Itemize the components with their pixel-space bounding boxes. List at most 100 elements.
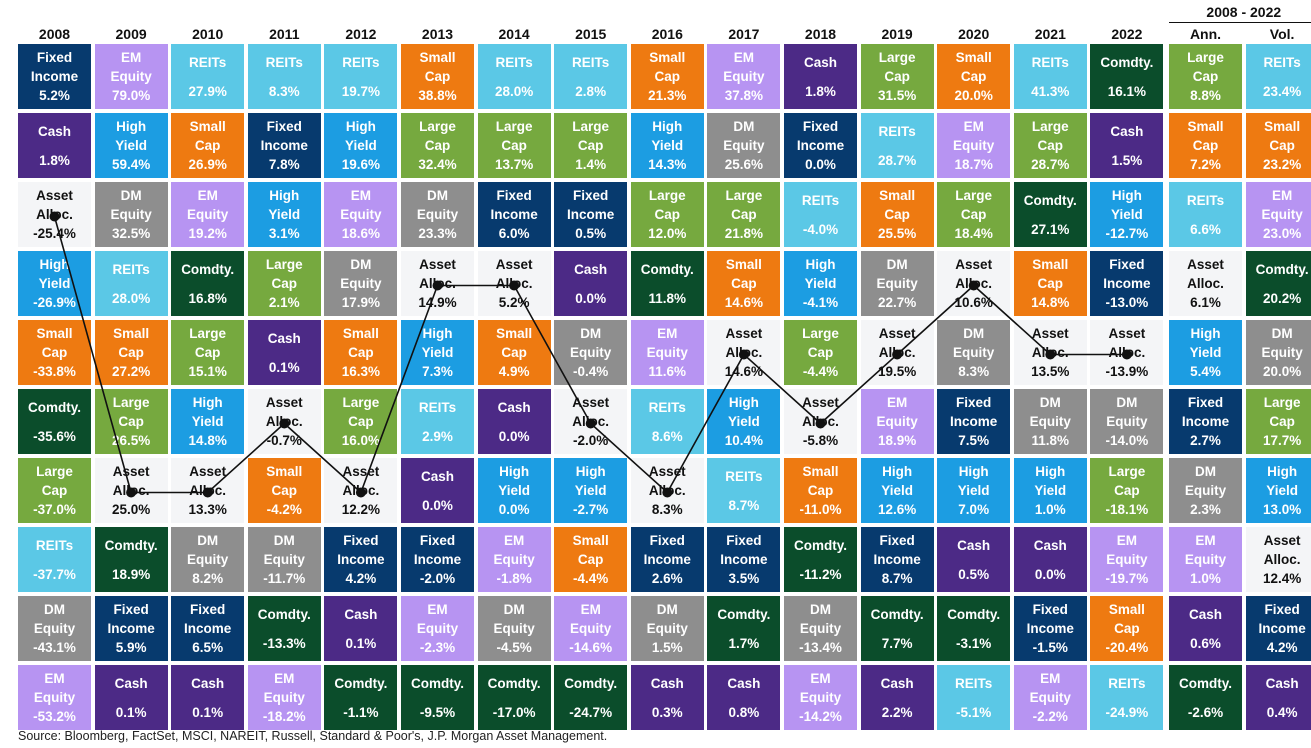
asset-class-name: Cap <box>424 138 451 153</box>
asset-class-name: Income <box>567 207 615 222</box>
asset-class-name: Yield <box>1266 483 1298 498</box>
cell-fixed-income: Fixed Income 5.9% <box>94 596 168 661</box>
asset-class-name: High <box>882 464 913 479</box>
asset-class-name: DM <box>1195 464 1216 479</box>
cell-em-equity: EM Equity 37.8% <box>707 44 781 109</box>
return-value: -2.0% <box>573 433 609 448</box>
cell-comdty: Comdty. -11.2% <box>784 527 857 592</box>
asset-class-name: Small <box>113 326 150 341</box>
cell-asset-alloc: Asset Alloc. 8.3% <box>630 458 704 523</box>
asset-class-name: DM <box>273 533 295 548</box>
cell-cash: Cash 1.8% <box>784 44 857 109</box>
asset-class-name: High <box>345 119 376 134</box>
asset-class-name: Cash <box>37 123 71 139</box>
cell-em-equity: EM Equity 79.0% <box>94 44 168 109</box>
asset-class-name: Equity <box>493 621 535 636</box>
asset-class-name: Cap <box>1037 138 1064 153</box>
cell-comdty: Comdty. -35.6% <box>18 389 91 454</box>
cell-small-cap: Small Cap 23.2% <box>1245 113 1311 178</box>
asset-class-name: EM <box>733 50 755 65</box>
cell-dm-equity: DM Equity 2.3% <box>1169 458 1242 523</box>
asset-class-name: Cap <box>960 69 987 84</box>
asset-class-name: Asset <box>342 464 380 479</box>
asset-class-name: Cap <box>1269 414 1295 429</box>
cell-large-cap: Large Cap -4.4% <box>784 320 857 385</box>
asset-class-name: Small <box>419 50 456 65</box>
return-value: 7.5% <box>958 433 990 448</box>
asset-class-name: Small <box>189 119 226 134</box>
return-value: 31.5% <box>877 88 917 103</box>
asset-class-name: High <box>269 188 300 203</box>
cell-cash: Cash 0.1% <box>94 665 168 730</box>
return-value: 4.2% <box>1266 640 1298 655</box>
return-value: 7.3% <box>422 364 453 379</box>
asset-class-name: Large <box>955 188 993 203</box>
asset-class-name: DM <box>120 188 142 203</box>
return-value: 16.0% <box>341 433 381 448</box>
cell-dm-equity: DM Equity 25.6% <box>707 113 781 178</box>
return-value: 23.0% <box>1262 226 1302 241</box>
return-value: 0.1% <box>192 704 224 720</box>
return-value: -53.2% <box>33 709 76 724</box>
return-value: -4.4% <box>802 364 839 379</box>
asset-class-name: Yield <box>421 345 454 360</box>
cell-high-yield: High Yield 12.6% <box>860 458 934 523</box>
return-value: -12.7% <box>1105 226 1149 241</box>
asset-class-name: DM <box>350 257 372 272</box>
cell-large-cap: Large Cap 21.8% <box>707 182 781 247</box>
cell-high-yield: High Yield 13.0% <box>1245 458 1311 523</box>
cell-high-yield: High Yield 0.0% <box>477 458 551 523</box>
cell-dm-equity: DM Equity 8.3% <box>937 320 1011 385</box>
asset-class-name: Asset <box>1031 326 1069 341</box>
cell-em-equity: EM Equity 18.9% <box>860 389 934 454</box>
return-value: 12.0% <box>648 226 687 241</box>
return-value: 5.2% <box>39 88 70 103</box>
asset-class-name: Cash <box>803 54 837 70</box>
asset-class-name: Asset <box>955 257 993 272</box>
return-value: 8.7% <box>881 571 913 586</box>
cell-small-cap: Small Cap 25.5% <box>860 182 934 247</box>
asset-class-name: Yield <box>957 483 990 498</box>
asset-class-name: Equity <box>1029 690 1071 705</box>
asset-class-name: EM <box>427 602 448 617</box>
asset-class-name: Alloc. <box>342 483 380 498</box>
return-value: -11.7% <box>263 571 306 586</box>
asset-class-name: Cap <box>884 69 910 84</box>
return-value: -11.2% <box>799 566 842 582</box>
cell-small-cap: Small Cap 16.3% <box>324 320 398 385</box>
asset-class-name: High <box>652 119 683 134</box>
return-value: 0.5% <box>958 566 990 582</box>
asset-class-name: Income <box>1258 621 1306 636</box>
return-value: -17.0% <box>492 704 536 720</box>
asset-class-name: Asset <box>495 257 533 272</box>
asset-class-name: EM <box>657 326 678 341</box>
asset-class-name: Equity <box>1261 207 1303 222</box>
asset-class-name: Comdty. <box>794 537 847 553</box>
cell-high-yield: High Yield 7.3% <box>401 320 474 385</box>
return-value: 25.5% <box>877 226 917 241</box>
return-value: 2.6% <box>651 571 683 586</box>
asset-class-name: Asset <box>725 326 763 341</box>
return-value: 28.7% <box>877 152 917 168</box>
asset-class-name: Equity <box>570 345 612 360</box>
asset-class-name: Cash <box>880 675 914 691</box>
cell-cash: Cash 0.6% <box>1169 596 1242 661</box>
cell-high-yield: High Yield 19.6% <box>324 113 398 178</box>
asset-class-name: Small <box>879 188 916 203</box>
return-value: 12.4% <box>1262 571 1302 586</box>
cell-asset-alloc: Asset Alloc. 10.6% <box>937 251 1011 316</box>
asset-class-name: Cap <box>654 69 681 84</box>
cell-reits: REITs 28.7% <box>860 113 934 178</box>
asset-class-name: DM <box>656 602 678 617</box>
year-header-2009: 2009 <box>115 26 147 42</box>
asset-class-name: Equity <box>187 207 229 222</box>
cell-large-cap: Large Cap 2.1% <box>247 251 321 316</box>
asset-class-name: Cap <box>1192 69 1219 84</box>
return-value: -11.0% <box>799 502 842 517</box>
asset-class-name: Equity <box>33 621 76 636</box>
asset-class-name: EM <box>274 671 295 686</box>
cell-asset-alloc: Asset Alloc. 13.3% <box>171 458 245 523</box>
year-header-2021: 2021 <box>1034 26 1066 42</box>
asset-class-name: Large <box>112 395 150 410</box>
cell-cash: Cash 0.0% <box>1013 527 1087 592</box>
